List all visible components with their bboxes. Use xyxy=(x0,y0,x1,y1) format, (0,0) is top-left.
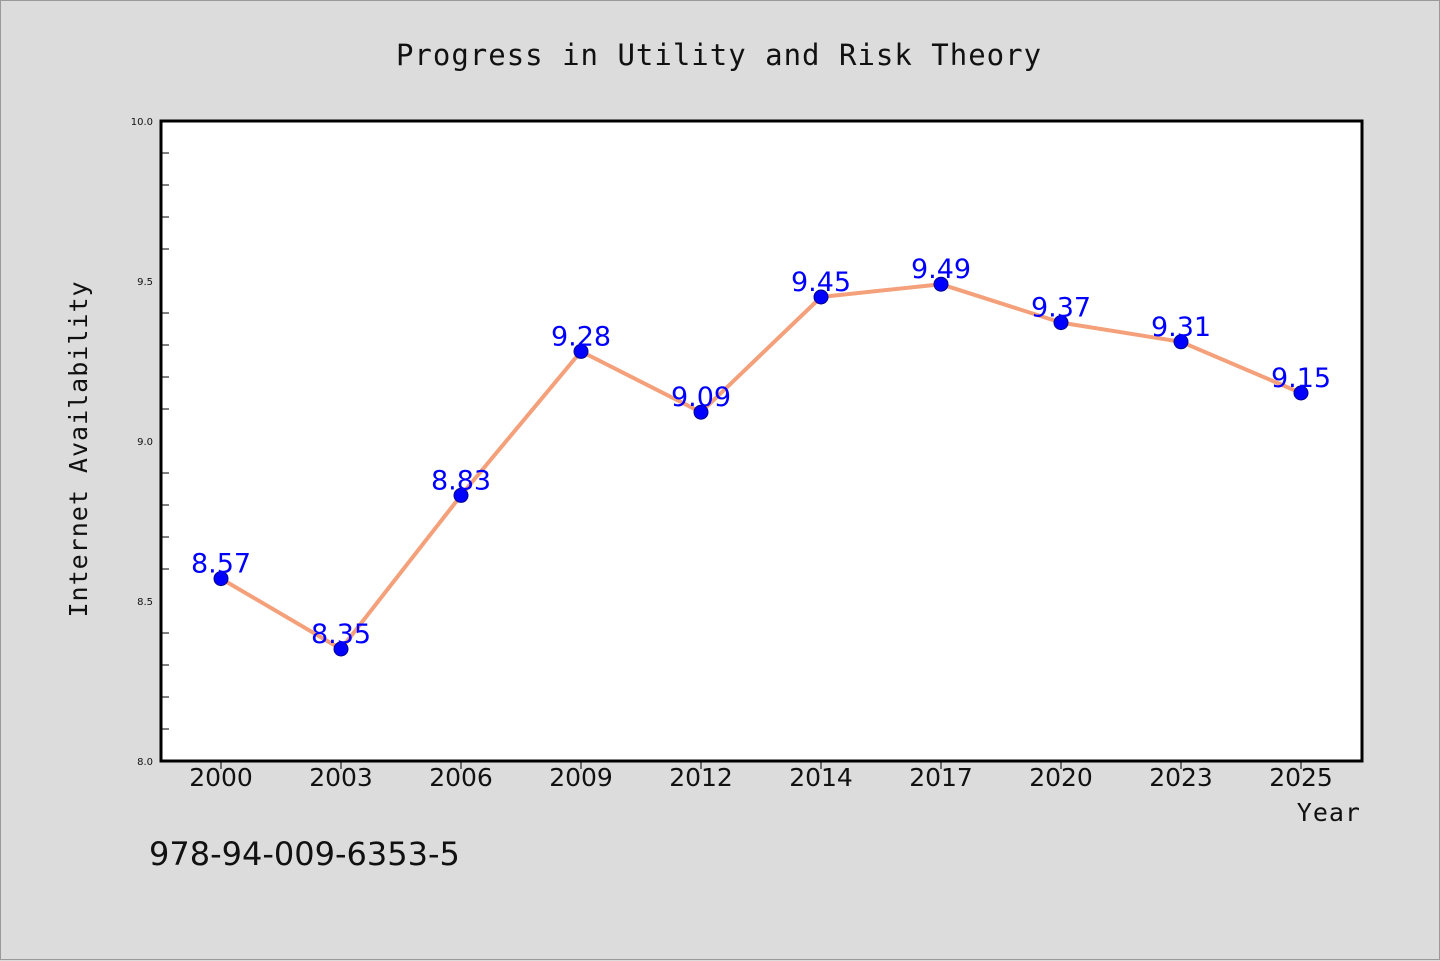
x-axis-label: Year xyxy=(1297,798,1361,827)
y-tick-label: 8.5 xyxy=(137,597,153,608)
data-label: 9.37 xyxy=(1031,293,1091,324)
x-tick-label: 2020 xyxy=(1029,763,1093,792)
data-point xyxy=(333,641,349,657)
data-point xyxy=(693,404,709,420)
data-point xyxy=(1293,385,1309,401)
x-tick-label: 2017 xyxy=(909,763,973,792)
data-label: 8.57 xyxy=(191,549,251,580)
footer-identifier: 978-94-009-6353-5 xyxy=(149,835,460,873)
data-label: 9.09 xyxy=(671,382,731,413)
y-tick-label: 8.0 xyxy=(137,757,153,768)
x-tick-label: 2000 xyxy=(189,763,253,792)
data-point xyxy=(933,276,949,292)
x-tick-label: 2023 xyxy=(1149,763,1213,792)
data-label: 9.49 xyxy=(911,254,971,285)
y-tick-label: 9.5 xyxy=(137,277,153,288)
data-label: 9.15 xyxy=(1271,363,1331,394)
series-layer: 8.57 8.35 8.83 9.28 9.09 9.45 9.49 9.37 9.31 9.15 xyxy=(191,254,1331,657)
data-label: 9.28 xyxy=(551,321,611,352)
data-point xyxy=(813,289,829,305)
x-tick-label: 2025 xyxy=(1269,763,1333,792)
x-tick-label: 2009 xyxy=(549,763,613,792)
y-axis-label: Internet Availability xyxy=(64,280,93,617)
data-point xyxy=(1053,315,1069,331)
x-axis: 2000 2003 2006 2009 2012 2014 2017 2020 2023 2025 xyxy=(189,761,1333,792)
data-label: 9.31 xyxy=(1151,312,1211,343)
data-point xyxy=(1173,334,1189,350)
data-point xyxy=(213,571,229,587)
x-tick-label: 2006 xyxy=(429,763,493,792)
chart-title: Progress in Utility and Risk Theory xyxy=(396,38,1042,72)
data-label: 9.45 xyxy=(791,267,851,298)
data-label: 8.35 xyxy=(311,619,371,650)
x-tick-label: 2012 xyxy=(669,763,733,792)
data-point xyxy=(573,343,589,359)
data-point xyxy=(453,487,469,503)
y-axis: 8.0 8.5 9.0 9.5 10.0 xyxy=(131,117,169,768)
data-label: 8.83 xyxy=(431,465,491,496)
y-tick-label: 10.0 xyxy=(131,117,153,128)
y-tick-label: 9.0 xyxy=(137,437,153,448)
series-line xyxy=(219,282,1303,651)
plot-area xyxy=(159,119,1364,763)
x-tick-label: 2014 xyxy=(789,763,853,792)
x-tick-label: 2003 xyxy=(309,763,373,792)
